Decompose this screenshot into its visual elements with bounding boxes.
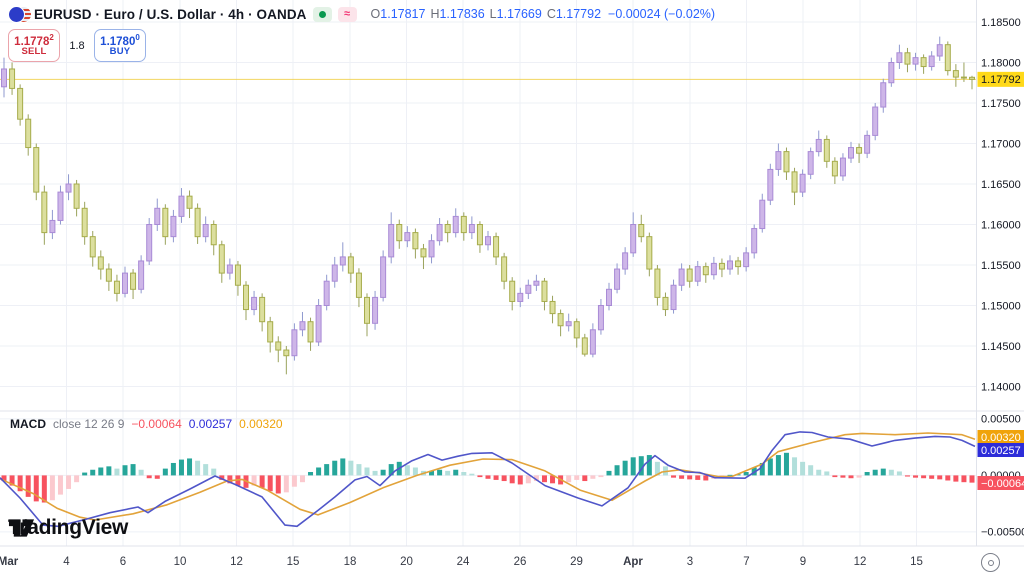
low-value: 1.17669	[496, 7, 542, 21]
high-label: H	[430, 7, 440, 21]
macd-axis[interactable]: 0.005000.00000−0.005000.003200.00257−0.0…	[977, 414, 1024, 539]
market-open-status-icon[interactable]	[312, 6, 332, 22]
svg-text:0.00257: 0.00257	[981, 445, 1021, 457]
change-value: −0.00024 (−0.02%)	[608, 7, 716, 21]
sell-label: SELL	[21, 46, 47, 58]
macd-histogram-layer[interactable]	[1, 452, 975, 503]
svg-text:1.17000: 1.17000	[981, 138, 1021, 150]
svg-text:10: 10	[174, 556, 187, 568]
tradingview-logo-icon	[8, 519, 35, 537]
svg-text:20: 20	[400, 556, 413, 568]
svg-text:0.00500: 0.00500	[981, 414, 1021, 426]
buy-label: BUY	[109, 46, 131, 58]
grid-layer[interactable]	[0, 0, 977, 546]
close-value: 1.17792	[555, 7, 602, 21]
svg-text:−0.00064: −0.00064	[981, 478, 1024, 490]
macd-lines-layer[interactable]	[0, 431, 976, 528]
svg-text:1.14000: 1.14000	[981, 381, 1021, 393]
svg-text:1.16500: 1.16500	[981, 179, 1021, 191]
trade-panel: 1.17782 SELL 1.8 1.17800 BUY	[8, 29, 146, 62]
svg-text:9: 9	[800, 556, 806, 568]
macd-line-value: 0.00257	[188, 417, 233, 431]
svg-text:1.17792: 1.17792	[981, 74, 1021, 86]
time-axis[interactable]: Mar 4 6 10 12 15 18 20 24 26 29 Apr 3 7 9 12 15	[0, 556, 923, 568]
svg-text:1.16000: 1.16000	[981, 219, 1021, 231]
svg-text:24: 24	[457, 556, 470, 568]
buy-price-sup: 0	[135, 32, 140, 42]
crosshair-target-icon[interactable]	[981, 553, 1000, 572]
svg-text:12: 12	[854, 556, 867, 568]
macd-signal-value: 0.00320	[239, 417, 283, 431]
spread-value: 1.8	[69, 39, 85, 52]
target-dot-icon	[987, 559, 994, 566]
candles-layer[interactable]	[1, 36, 976, 375]
open-label: O	[370, 7, 381, 21]
tradingview-watermark: TradingView	[8, 516, 128, 540]
svg-text:15: 15	[910, 556, 923, 568]
svg-text:Mar: Mar	[0, 556, 19, 568]
svg-text:1.18000: 1.18000	[981, 57, 1021, 69]
symbol-title[interactable]: EURUSD · Euro / U.S. Dollar · 4h · OANDA	[34, 6, 307, 22]
macd-title: MACD	[10, 417, 46, 431]
svg-text:Apr: Apr	[623, 556, 643, 568]
svg-text:3: 3	[687, 556, 693, 568]
macd-hist-value: −0.00064	[131, 417, 182, 431]
svg-text:29: 29	[570, 556, 583, 568]
svg-text:18: 18	[344, 556, 357, 568]
svg-text:1.14500: 1.14500	[981, 341, 1021, 353]
sell-price: 1.1778	[14, 35, 50, 48]
open-value: 1.17817	[380, 7, 426, 21]
sell-button[interactable]: 1.17782 SELL	[8, 29, 60, 62]
svg-text:26: 26	[514, 556, 527, 568]
green-dot-icon	[318, 10, 326, 18]
high-value: 1.17836	[439, 7, 485, 21]
svg-text:7: 7	[743, 556, 749, 568]
svg-text:1.15000: 1.15000	[981, 300, 1021, 312]
svg-text:15: 15	[287, 556, 300, 568]
pane-separators[interactable]	[0, 0, 1024, 547]
svg-text:1.18500: 1.18500	[981, 17, 1021, 29]
svg-text:12: 12	[230, 556, 243, 568]
macd-params: close 12 26 9	[53, 417, 125, 431]
svg-text:6: 6	[120, 556, 126, 568]
close-label: C	[546, 7, 556, 21]
sell-price-sup: 2	[49, 32, 54, 42]
ohlc-row: O1.17817 H1.17836 L1.17669 C1.17792 −0.0…	[371, 7, 716, 21]
svg-text:1.17500: 1.17500	[981, 98, 1021, 110]
low-label: L	[489, 7, 497, 21]
buy-price: 1.1780	[100, 35, 136, 48]
macd-legend[interactable]: MACD close 12 26 9 −0.00064 0.00257 0.00…	[10, 417, 283, 431]
eur-flag-circle-icon	[8, 6, 25, 23]
svg-text:−0.00500: −0.00500	[981, 527, 1024, 539]
tradingview-brand-text: TradingView	[8, 516, 129, 539]
svg-text:0.00320: 0.00320	[981, 432, 1021, 444]
delayed-data-icon[interactable]: ≈	[337, 6, 357, 22]
svg-text:1.15500: 1.15500	[981, 260, 1021, 272]
buy-button[interactable]: 1.17800 BUY	[94, 29, 146, 62]
symbol-header: EURUSD · Euro / U.S. Dollar · 4h · OANDA…	[8, 5, 715, 23]
pair-icon	[8, 5, 32, 23]
svg-text:4: 4	[63, 556, 70, 568]
price-axis[interactable]: 1.18500 1.18000 1.17500 1.17000 1.16500 1.160…	[977, 17, 1024, 394]
